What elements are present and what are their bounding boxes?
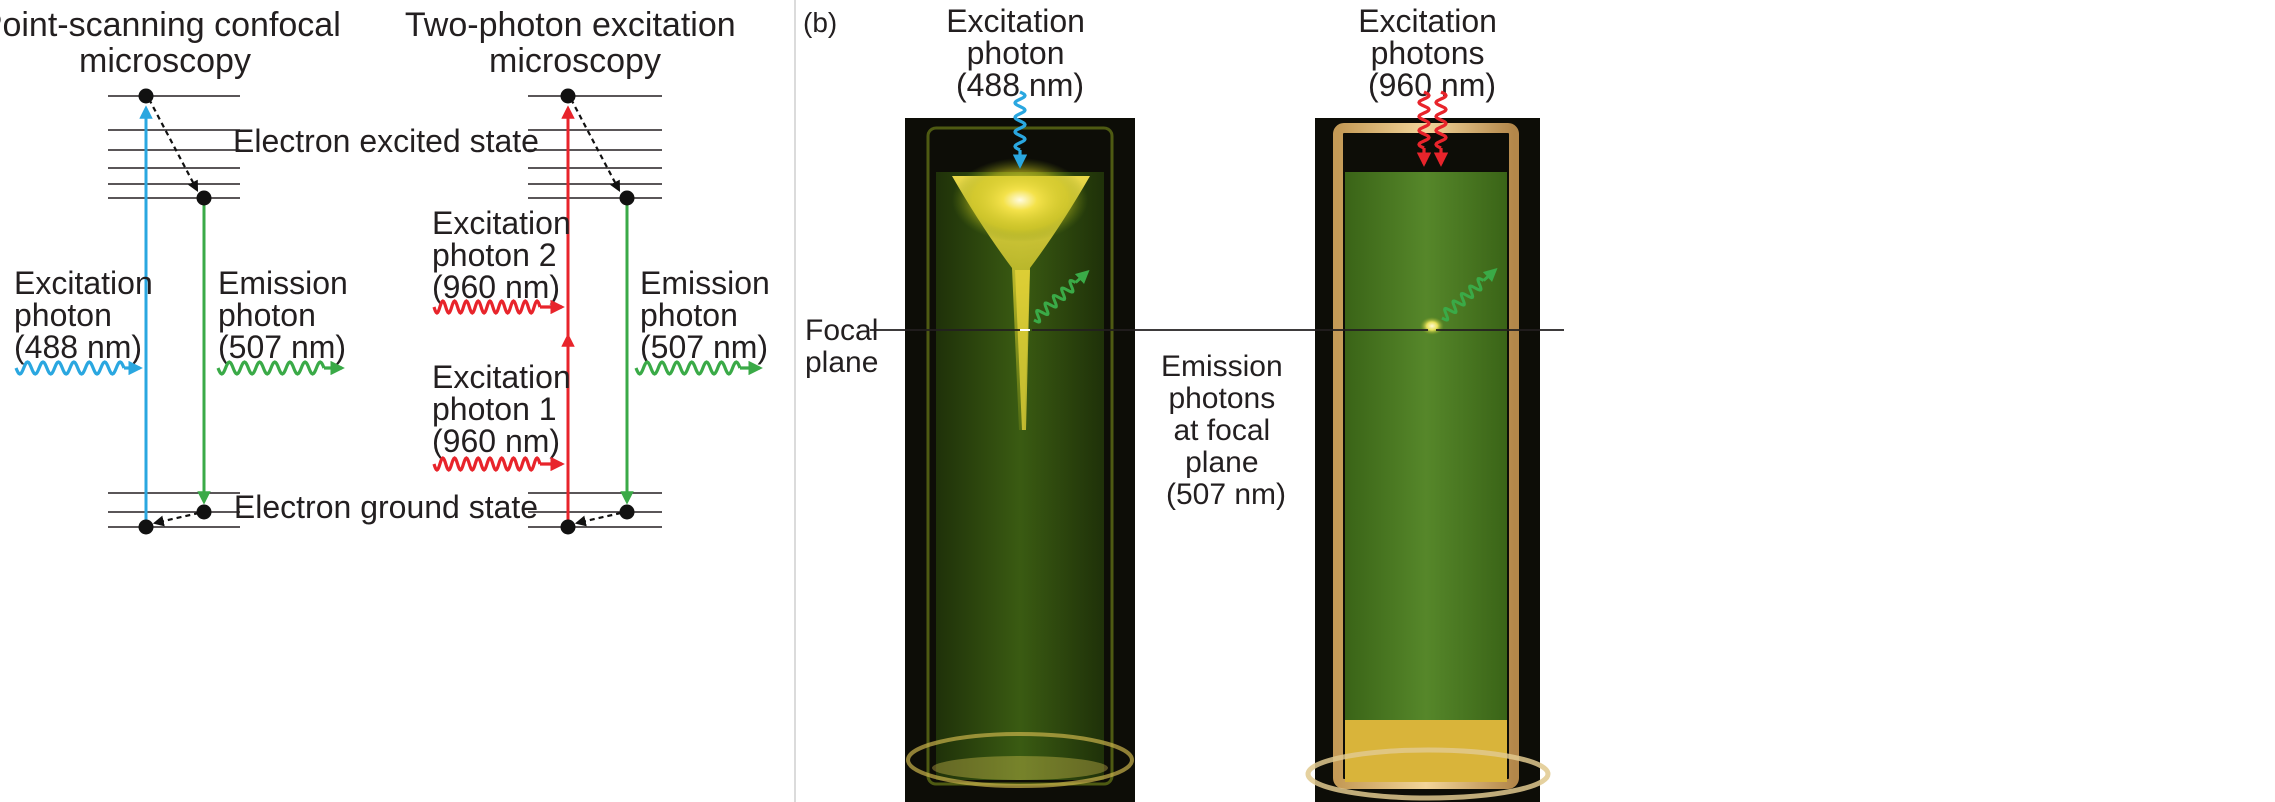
left-ground-state-levels [108, 492, 240, 528]
left-photo-excitation-label: Excitation photon (488 nm) [946, 3, 1094, 103]
one-photon-cuvette-photo [905, 90, 1135, 802]
panel-b-tag: (b) [803, 7, 837, 38]
emission-photons-label: Emission photons at focal plane (507 nm) [1161, 350, 1291, 511]
focal-plane-label: Focal plane [805, 314, 887, 379]
right-diagram-title: Two-photon excitation microscopy [405, 6, 745, 80]
panel-a-energy-diagrams: Point-scanning confocal microscopy Two-p… [0, 6, 779, 535]
left-diagram-title: Point-scanning confocal microscopy [0, 6, 350, 80]
right-electron-dots [560, 88, 635, 535]
right-photo-green-photon-icon [1441, 268, 1498, 322]
left-photo-blue-photon-icon [1012, 90, 1028, 169]
left-electron-dots [138, 88, 212, 535]
right-excitation-1-label: Excitation photon 1 (960 nm) [432, 359, 580, 459]
right-relaxation-arrow-upper [570, 98, 621, 192]
right-photo-excitation-label: Excitation photons (960 nm) [1358, 3, 1506, 103]
right-photo-red-photons-icon [1416, 90, 1449, 167]
panel-b-photographs: (b) Excitation photon (488 nm) Excitatio… [803, 3, 1564, 802]
left-excitation-label: Excitation photon (488 nm) [14, 265, 162, 365]
right-emission-label: Emission photon (507 nm) [640, 265, 779, 365]
two-photon-cuvette-photo [1305, 90, 1551, 802]
red-photon-1-wave-icon [432, 456, 565, 472]
right-excited-state-levels [528, 95, 662, 199]
left-emission-label: Emission photon (507 nm) [218, 265, 357, 365]
red-photon-2-wave-icon [432, 299, 565, 315]
green-photon-wave-icon [216, 360, 345, 376]
excited-state-label: Electron excited state [233, 123, 539, 159]
left-relaxation-arrow-lower [152, 511, 200, 527]
left-relaxation-arrow-upper [148, 98, 199, 192]
left-photo-green-photon-icon [1033, 270, 1090, 324]
right-ground-state-levels [528, 492, 662, 528]
blue-photon-wave-icon [14, 360, 143, 376]
ground-state-label: Electron ground state [234, 489, 538, 525]
right-relaxation-arrow-lower [574, 511, 622, 527]
left-excited-state-levels [108, 95, 240, 199]
right-green-photon-wave-icon [634, 360, 763, 376]
right-excitation-2-label: Excitation photon 2 (960 nm) [432, 205, 580, 305]
